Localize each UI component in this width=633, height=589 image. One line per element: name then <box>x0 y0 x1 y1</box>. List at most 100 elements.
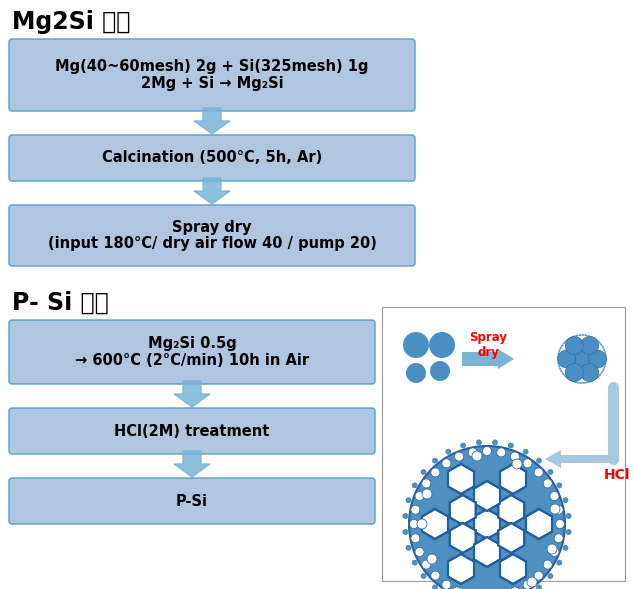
Circle shape <box>557 483 562 488</box>
Circle shape <box>403 332 429 358</box>
Circle shape <box>406 498 411 502</box>
Circle shape <box>548 574 553 578</box>
Circle shape <box>547 544 557 554</box>
Circle shape <box>537 458 541 463</box>
Circle shape <box>534 571 543 580</box>
Circle shape <box>429 332 455 358</box>
Circle shape <box>523 580 532 589</box>
Circle shape <box>461 443 466 448</box>
Circle shape <box>508 443 513 448</box>
Circle shape <box>527 577 537 587</box>
Circle shape <box>512 459 522 469</box>
Polygon shape <box>526 509 552 539</box>
Circle shape <box>548 469 553 475</box>
Text: (input 180°C/ dry air flow 40 / pump 20): (input 180°C/ dry air flow 40 / pump 20) <box>47 236 377 251</box>
Circle shape <box>422 489 432 499</box>
Text: Calcination (500°C, 5h, Ar): Calcination (500°C, 5h, Ar) <box>102 151 322 166</box>
Circle shape <box>403 514 408 518</box>
FancyBboxPatch shape <box>9 320 375 384</box>
Circle shape <box>477 440 482 445</box>
Text: → 600°C (2°C/min) 10h in Air: → 600°C (2°C/min) 10h in Air <box>75 353 309 368</box>
Circle shape <box>588 350 606 368</box>
FancyArrow shape <box>462 349 514 369</box>
Circle shape <box>422 479 431 488</box>
Circle shape <box>468 448 477 457</box>
Circle shape <box>534 468 543 477</box>
Circle shape <box>543 479 552 488</box>
Text: Mg₂Si 0.5g: Mg₂Si 0.5g <box>147 336 236 352</box>
Text: Mg2Si 제조: Mg2Si 제조 <box>12 10 130 34</box>
Circle shape <box>557 560 562 565</box>
Circle shape <box>510 452 520 461</box>
Circle shape <box>412 483 417 488</box>
Circle shape <box>573 350 591 368</box>
Polygon shape <box>448 554 474 584</box>
Text: P-Si: P-Si <box>176 494 208 508</box>
Circle shape <box>537 585 541 589</box>
Circle shape <box>550 492 559 501</box>
Polygon shape <box>194 178 230 204</box>
Circle shape <box>580 336 599 355</box>
Circle shape <box>412 560 417 565</box>
FancyBboxPatch shape <box>9 135 415 181</box>
Circle shape <box>566 530 571 535</box>
Circle shape <box>472 451 482 461</box>
Text: HCl: HCl <box>604 468 630 482</box>
Circle shape <box>411 505 420 514</box>
Text: Mg(40~60mesh) 2g + Si(325mesh) 1g: Mg(40~60mesh) 2g + Si(325mesh) 1g <box>55 59 369 74</box>
Circle shape <box>566 514 571 518</box>
Circle shape <box>510 587 520 589</box>
Circle shape <box>406 545 411 550</box>
Polygon shape <box>450 523 476 553</box>
Circle shape <box>550 504 560 514</box>
Circle shape <box>417 519 427 529</box>
FancyArrow shape <box>545 450 613 468</box>
Polygon shape <box>448 464 474 494</box>
Circle shape <box>554 534 563 542</box>
Polygon shape <box>474 481 500 511</box>
Polygon shape <box>498 495 524 525</box>
Circle shape <box>442 580 451 589</box>
Polygon shape <box>174 451 210 477</box>
Circle shape <box>497 448 506 457</box>
Circle shape <box>446 449 451 454</box>
Circle shape <box>454 452 463 461</box>
Text: HCl(2M) treatment: HCl(2M) treatment <box>115 423 270 438</box>
Circle shape <box>431 571 440 580</box>
Circle shape <box>430 361 450 381</box>
Circle shape <box>550 547 559 557</box>
Polygon shape <box>474 537 500 567</box>
Text: Spray
dry: Spray dry <box>469 331 507 359</box>
Circle shape <box>410 519 418 528</box>
FancyBboxPatch shape <box>9 478 375 524</box>
FancyBboxPatch shape <box>9 408 375 454</box>
Circle shape <box>431 468 440 477</box>
FancyBboxPatch shape <box>9 205 415 266</box>
Circle shape <box>452 587 462 589</box>
Circle shape <box>415 547 424 557</box>
FancyBboxPatch shape <box>382 307 625 581</box>
Circle shape <box>556 519 565 528</box>
Circle shape <box>415 492 424 501</box>
Text: 2Mg + Si → Mg₂Si: 2Mg + Si → Mg₂Si <box>141 75 284 91</box>
Circle shape <box>523 459 532 468</box>
Text: P- Si 제조: P- Si 제조 <box>12 291 109 315</box>
Circle shape <box>554 505 563 514</box>
Circle shape <box>421 574 426 578</box>
Circle shape <box>482 446 491 455</box>
Text: Spray dry: Spray dry <box>172 220 252 235</box>
Circle shape <box>454 587 463 589</box>
Circle shape <box>523 449 528 454</box>
Circle shape <box>411 534 420 542</box>
Circle shape <box>422 560 431 569</box>
Circle shape <box>427 554 437 564</box>
Polygon shape <box>194 108 230 134</box>
Circle shape <box>558 350 575 368</box>
Circle shape <box>406 363 426 383</box>
Circle shape <box>409 446 565 589</box>
Polygon shape <box>174 381 210 407</box>
Circle shape <box>403 530 408 535</box>
Circle shape <box>565 336 584 355</box>
Polygon shape <box>474 509 500 539</box>
Polygon shape <box>500 554 526 584</box>
